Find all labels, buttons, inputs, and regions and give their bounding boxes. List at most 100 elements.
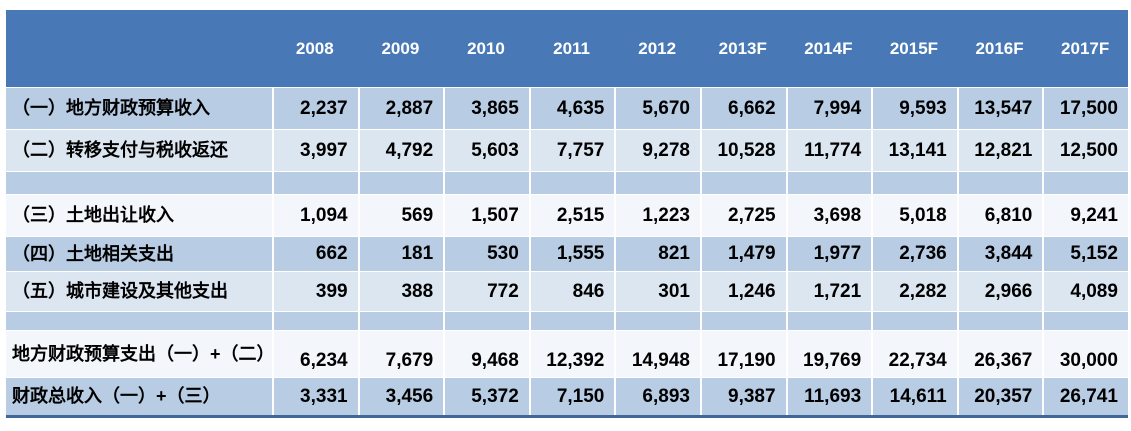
value-cell: 388 [357,272,444,311]
value-cell: 1,721 [785,272,872,311]
value-cell: 12,500 [1042,130,1128,171]
column-header: 2016F [975,38,1024,58]
value-cell: 569 [357,195,444,236]
header-label-spacer [6,10,272,87]
value-cell: 1,479 [699,237,786,271]
value-cell: 12,821 [956,130,1043,171]
value-cell [785,172,872,194]
value-cell [699,172,786,194]
value-cell [956,172,1043,194]
value-cell: 26,741 [1042,378,1128,415]
value-cell: 399 [272,272,358,311]
row-label: 地方财政预算支出（一）+（二） [6,331,275,377]
column-header: 2008 [295,38,334,58]
value-cell: 181 [357,237,444,271]
value-cell: 772 [443,272,529,311]
fiscal-data-table: 2008 2009 2010 2011 2012 2013F 2014F 2015F 2016F… [6,10,1128,418]
value-cell: 1,977 [785,237,872,271]
column-header: 2011 [553,38,591,58]
table-row: （一）地方财政预算收入 2,237 2,887 3,865 4,635 5,670 6,66… [6,88,1128,129]
value-cell: 14,948 [614,331,700,377]
value-cell: 662 [272,237,358,271]
value-cell: 2,725 [699,195,786,236]
value-cell: 1,223 [614,195,700,236]
value-cell: 10,528 [699,130,786,171]
value-cell: 2,887 [357,88,444,129]
value-cell: 3,698 [785,195,872,236]
value-cell: 2,515 [528,195,615,236]
value-cell: 1,507 [443,195,529,236]
value-cell [614,312,700,330]
value-cell [871,312,957,330]
value-cell [443,312,529,330]
value-cell: 9,278 [614,130,700,171]
value-cell: 2,966 [956,272,1043,311]
row-label [6,172,272,194]
value-cell: 3,331 [272,378,358,415]
value-cell [272,312,358,330]
value-cell: 7,757 [528,130,615,171]
column-header: 2014F [804,38,853,58]
value-cell: 22,734 [871,331,957,377]
value-cell [528,172,615,194]
row-label [6,312,272,330]
row-label: （五）城市建设及其他支出 [6,272,272,311]
column-header: 2012 [638,38,677,58]
row-label: （三）土地出让收入 [6,195,272,236]
row-label: （一）地方财政预算收入 [6,88,272,129]
table-row: 地方财政预算支出（一）+（二） 6,234 7,679 9,468 12,392 14,9… [6,331,1128,377]
table-row [6,172,1128,194]
row-label: （二）转移支付与税收返还 [6,130,272,171]
value-cell: 3,456 [357,378,444,415]
value-cell: 6,662 [699,88,786,129]
table-header-row: 2008 2009 2010 2011 2012 2013F 2014F 2015F 2016F… [6,10,1128,87]
value-cell: 9,241 [1042,195,1128,236]
value-cell: 13,141 [871,130,957,171]
value-cell: 846 [528,272,615,311]
table-body: （一）地方财政预算收入 2,237 2,887 3,865 4,635 5,670 6,66… [6,88,1128,415]
value-cell: 5,018 [871,195,957,236]
value-cell: 3,997 [272,130,358,171]
value-cell: 6,893 [614,378,700,415]
column-header: 2015F [889,38,939,58]
table-row: （五）城市建设及其他支出 399 388 772 846 301 1,246 1,721 2,2… [6,272,1128,311]
value-cell [272,172,358,194]
value-cell: 4,635 [528,88,615,129]
value-cell [443,172,529,194]
value-cell: 1,094 [272,195,358,236]
value-cell: 301 [614,272,700,311]
table-row: （四）土地相关支出 662 181 530 1,555 821 1,479 1,977 2,73… [6,237,1128,271]
column-header: 2010 [467,38,505,58]
value-cell: 4,089 [1042,272,1128,311]
table-row: （二）转移支付与税收返还 3,997 4,792 5,603 7,757 9,278 10,… [6,130,1128,171]
value-cell: 3,865 [443,88,529,129]
value-cell [956,312,1043,330]
table-row: （三）土地出让收入 1,094 569 1,507 2,515 1,223 2,725 3,6… [6,195,1128,236]
value-cell: 821 [614,237,700,271]
value-cell [699,312,786,330]
value-cell: 11,693 [785,378,872,415]
value-cell: 17,500 [1042,88,1128,129]
value-cell: 530 [443,237,529,271]
value-cell: 20,357 [956,378,1043,415]
value-cell: 4,792 [357,130,444,171]
value-cell [1042,312,1128,330]
value-cell [528,312,615,330]
row-label: （四）土地相关支出 [6,237,272,271]
value-cell: 5,152 [1042,237,1128,271]
value-cell: 1,555 [528,237,615,271]
value-cell: 6,810 [956,195,1043,236]
value-cell [357,172,444,194]
value-cell: 14,611 [871,378,957,415]
value-cell: 7,679 [357,331,444,377]
value-cell [614,172,700,194]
row-label: 财政总收入（一）+（三） [6,378,272,415]
value-cell: 5,603 [443,130,529,171]
value-cell: 3,844 [956,237,1043,271]
value-cell: 5,670 [614,88,700,129]
value-cell [357,312,444,330]
value-cell: 2,282 [871,272,957,311]
value-cell: 2,237 [272,88,358,129]
value-cell: 9,387 [699,378,786,415]
value-cell: 11,774 [785,130,872,171]
